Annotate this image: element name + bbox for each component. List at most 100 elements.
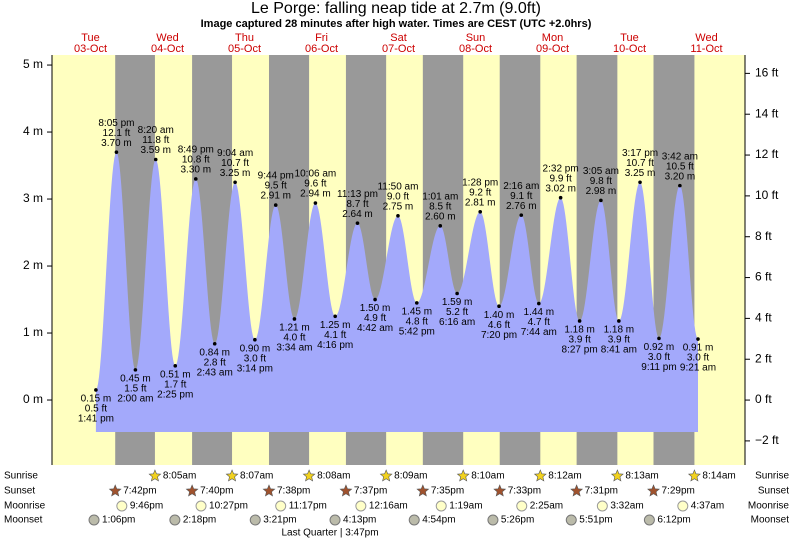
- sunset-time: 7:31pm: [585, 486, 618, 497]
- time-label: 10:06 am: [295, 169, 337, 180]
- y-tick-label: 4 m: [23, 124, 43, 138]
- time-label: 1:01 am: [422, 191, 458, 202]
- time-label: 9:11 pm: [641, 362, 676, 373]
- extreme-point: [292, 317, 297, 321]
- icon: [225, 469, 239, 482]
- ft-label: 11.8 ft: [142, 135, 169, 146]
- extreme-point: [438, 224, 443, 228]
- sunset-time: 7:29pm: [662, 486, 695, 497]
- extreme-point: [333, 314, 337, 319]
- day-date: 09-Oct: [536, 43, 569, 55]
- extreme-point: [212, 341, 217, 346]
- time-label: 7:20 pm: [481, 330, 517, 341]
- time-label: 8:20 am: [138, 125, 174, 136]
- sunset-time: 7:37pm: [354, 486, 387, 497]
- y2-tick-label: 16 ft: [755, 66, 779, 80]
- ft-label: 10.5 ft: [666, 161, 694, 172]
- value-label: 0.45 m: [120, 374, 151, 385]
- moon-phase: Last Quarter | 3:47pm: [281, 528, 378, 539]
- value-label: 1.59 m: [442, 297, 473, 308]
- y-tick-label: 3 m: [23, 191, 43, 205]
- sunset-time: 7:33pm: [508, 486, 541, 497]
- sunrise-time: 8:10am: [471, 471, 504, 482]
- value-label: 1.40 m: [484, 310, 515, 321]
- day-name: Sun: [466, 32, 486, 44]
- value-label: 0.84 m: [199, 347, 230, 358]
- time-label: 4:16 pm: [317, 340, 353, 351]
- icon: [329, 514, 341, 526]
- extreme-point: [678, 183, 682, 188]
- value-label: 1.25 m: [320, 320, 351, 331]
- day-date: 11-Oct: [690, 43, 722, 55]
- ft-label: 10.7 ft: [626, 158, 654, 169]
- time-label: 2:43 am: [197, 367, 233, 378]
- chart-subtitle: Image captured 28 minutes after high wat…: [201, 18, 592, 30]
- value-label: 3.25 m: [625, 168, 656, 179]
- time-label: 8:27 pm: [562, 345, 598, 356]
- icon: [647, 484, 660, 497]
- row-label: Moonrise: [4, 501, 46, 512]
- icon: [88, 514, 100, 526]
- chart-title: Le Porge: falling neap tide at 2.7m (9.0…: [251, 0, 541, 17]
- value-label: 3.70 m: [101, 138, 132, 149]
- icon: [302, 469, 316, 482]
- ft-label: 4.8 ft: [406, 317, 428, 328]
- icon: [435, 500, 447, 512]
- day-date: 08-Oct: [459, 43, 492, 55]
- ft-label: 9.5 ft: [265, 181, 287, 192]
- sunset-time: 7:42pm: [123, 486, 156, 497]
- time-label: 1:28 pm: [462, 177, 498, 188]
- y2-tick-label: 8 ft: [755, 229, 772, 243]
- ft-label: 3.9 ft: [608, 335, 630, 346]
- moonset-time: 5:26pm: [501, 515, 534, 526]
- ft-label: 10.7 ft: [221, 158, 249, 169]
- value-label: 1.50 m: [360, 303, 391, 314]
- value-label: 3.59 m: [140, 145, 171, 156]
- icon: [596, 500, 608, 512]
- day-name: Sat: [390, 32, 407, 44]
- ft-label: 9.8 ft: [590, 176, 612, 187]
- extreme-point: [617, 319, 621, 323]
- extreme-point: [577, 319, 582, 323]
- ft-label: 4.7 ft: [528, 317, 550, 328]
- extreme-point: [558, 195, 563, 200]
- y2-tick-label: 4 ft: [755, 311, 772, 325]
- row-label: Sunset: [758, 486, 789, 497]
- value-label: 1.44 m: [524, 307, 555, 318]
- time-label: 1:41 pm: [78, 414, 114, 425]
- sunrise-time: 8:05am: [163, 471, 196, 482]
- value-label: 2.64 m: [342, 209, 373, 220]
- y2-tick-label: 14 ft: [755, 106, 779, 120]
- ft-label: 3.9 ft: [568, 335, 590, 346]
- icon: [610, 469, 624, 482]
- time-label: 4:42 am: [357, 323, 393, 334]
- day-date: 10-Oct: [613, 43, 646, 55]
- time-label: 11:50 am: [377, 181, 418, 192]
- time-label: 3:14 pm: [237, 363, 273, 374]
- time-label: 2:32 pm: [543, 163, 579, 174]
- sunrise-time: 8:08am: [317, 471, 350, 482]
- icon: [516, 500, 528, 512]
- moonset-time: 3:21pm: [263, 515, 296, 526]
- ft-label: 4.6 ft: [488, 320, 510, 331]
- value-label: 3.02 m: [545, 183, 576, 194]
- sunrise-time: 8:14am: [702, 471, 735, 482]
- ft-label: 3.0 ft: [244, 353, 266, 364]
- time-label: 2:25 pm: [157, 389, 193, 400]
- extreme-point: [696, 337, 700, 341]
- icon: [570, 484, 584, 497]
- time-label: 3:34 am: [276, 343, 312, 354]
- sunrise-time: 8:09am: [394, 471, 427, 482]
- extreme-point: [153, 157, 158, 162]
- sunrise-time: 8:13am: [625, 471, 658, 482]
- value-label: 3.30 m: [180, 165, 211, 176]
- ft-label: 8.5 ft: [429, 201, 451, 212]
- extreme-point: [455, 291, 459, 296]
- ft-label: 8.7 ft: [346, 199, 368, 210]
- day-date: 04-Oct: [151, 43, 184, 55]
- day-date: 03-Oct: [74, 43, 107, 55]
- ft-label: 4.9 ft: [364, 313, 386, 324]
- extreme-point: [94, 388, 98, 392]
- tide-area: [95, 152, 698, 433]
- day-name: Tue: [620, 32, 639, 44]
